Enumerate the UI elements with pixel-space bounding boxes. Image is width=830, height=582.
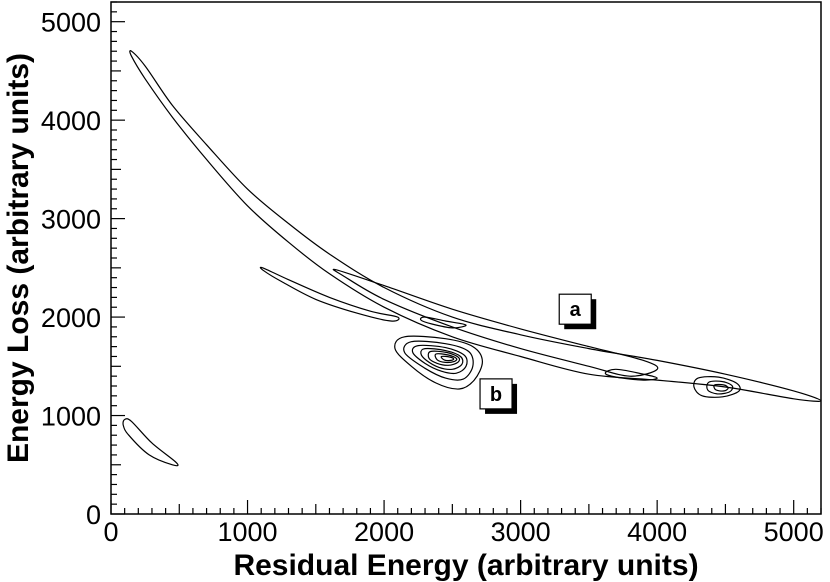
annotation-box xyxy=(479,378,513,410)
annotation-b: b xyxy=(479,378,518,414)
y-tick-label: 3000 xyxy=(41,205,101,235)
x-axis: 0 1000 2000 3000 4000 5000 xyxy=(103,500,824,547)
y-tick-label: 5000 xyxy=(41,8,101,38)
contour-right-island-inner xyxy=(713,383,729,392)
contour-b-5 xyxy=(427,350,461,366)
contour-b-core xyxy=(440,355,455,362)
annotation-label: b xyxy=(490,384,502,406)
contour-right-island-mid xyxy=(706,380,734,395)
contour-b-2 xyxy=(403,340,474,381)
x-axis-title: Residual Energy (arbitrary units) xyxy=(233,549,698,582)
y-tick-label: 1000 xyxy=(41,402,101,432)
x-tick-label: 5000 xyxy=(764,517,824,547)
annotation-label: a xyxy=(570,299,582,321)
y-tick-label: 0 xyxy=(86,500,101,530)
y-tick-label: 4000 xyxy=(41,106,101,136)
x-tick-label: 3000 xyxy=(491,517,551,547)
contour-small-island-a xyxy=(419,316,467,329)
contour-upper-band xyxy=(129,50,822,402)
y-axis-title: Energy Loss (arbitrary units) xyxy=(2,53,35,463)
contour-b-outer xyxy=(394,335,484,390)
x-tick-label: 1000 xyxy=(217,517,277,547)
plot-frame xyxy=(110,1,822,515)
contour-b-6 xyxy=(434,353,458,364)
x-tick-label: 4000 xyxy=(627,517,687,547)
annotation-a: a xyxy=(558,293,597,330)
contour-right-island-outer xyxy=(693,376,741,398)
contour-tail-island-1 xyxy=(604,368,658,381)
contour-b-3 xyxy=(411,344,468,375)
contour-lower-left-band xyxy=(259,266,400,322)
contour-b-4 xyxy=(420,347,464,371)
contour-band-a-inner xyxy=(332,268,659,377)
y-tick-label: 2000 xyxy=(41,303,101,333)
annotation-boxes: ab xyxy=(479,293,597,414)
y-axis: 0 1000 2000 3000 4000 5000 xyxy=(41,1,125,530)
contour-lines xyxy=(122,50,822,467)
annotation-box xyxy=(558,293,592,325)
contour-bottom-left-blob xyxy=(122,418,179,467)
x-tick-label: 0 xyxy=(103,517,118,547)
x-tick-label: 2000 xyxy=(354,517,414,547)
